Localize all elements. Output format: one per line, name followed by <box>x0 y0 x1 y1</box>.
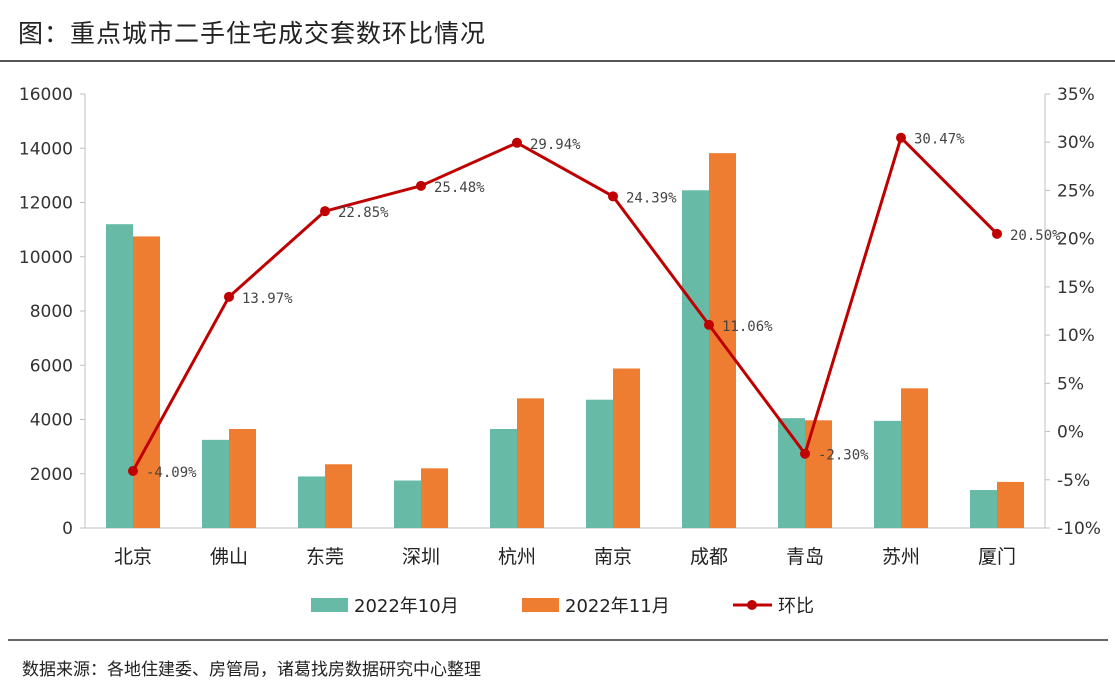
bar-oct <box>202 439 229 528</box>
y-right-tick-label: -10% <box>1057 519 1101 539</box>
x-tick-label: 苏州 <box>882 546 920 568</box>
mom-point <box>224 291 234 302</box>
legend-label-nov: 2022年11月 <box>565 596 670 617</box>
x-tick-label: 深圳 <box>402 546 440 568</box>
x-tick-label: 青岛 <box>786 546 824 568</box>
mom-data-label: 11.06% <box>722 319 773 335</box>
y-right-tick-label: 35% <box>1057 85 1095 105</box>
mom-point <box>992 228 1002 239</box>
bar-oct <box>874 420 901 528</box>
y-right-tick-label: 5% <box>1057 374 1084 394</box>
x-tick-label: 成都 <box>690 546 728 568</box>
mom-point <box>512 137 522 148</box>
y-right-tick-label: -5% <box>1057 471 1090 491</box>
y-left-tick-label: 4000 <box>30 411 73 431</box>
mom-point <box>320 206 330 217</box>
bar-nov <box>997 481 1024 528</box>
chart-title: 图：重点城市二手住宅成交套数环比情况 <box>18 19 487 48</box>
y-left-tick-label: 8000 <box>30 302 73 322</box>
mom-point <box>800 448 810 459</box>
mom-line <box>131 136 999 472</box>
legend-swatch-nov <box>522 598 559 612</box>
x-tick-label: 杭州 <box>498 546 536 568</box>
y-left-tick-label: 6000 <box>30 356 73 376</box>
mom-data-label: 22.85% <box>338 205 389 221</box>
bar-nov <box>421 468 448 528</box>
mom-data-label: 20.50% <box>1010 228 1061 244</box>
y-left-tick-label: 0 <box>62 519 73 539</box>
legend-label-mom: 环比 <box>778 596 814 617</box>
mom-data-label: 13.97% <box>242 291 293 307</box>
y-right-tick-label: 15% <box>1057 278 1095 298</box>
bar-oct <box>490 428 517 528</box>
bar-oct <box>682 190 709 528</box>
chart-legend: 2022年10月 2022年11月 环比 <box>311 596 814 617</box>
y-left-tick-label: 2000 <box>30 465 73 485</box>
bar-series <box>106 153 1024 528</box>
footer-divider <box>8 639 1108 641</box>
bar-nov <box>517 398 544 528</box>
y-right-tick-label: 30% <box>1057 133 1095 153</box>
bar-oct <box>586 399 613 528</box>
y-left-tick-label: 10000 <box>19 248 73 268</box>
combo-chart: 0 2000 4000 6000 8000 10000 12000 14000 16000 -10… <box>19 85 1101 617</box>
source-note: 数据来源：各地住建委、房管局，诸葛找房数据研究中心整理 <box>22 660 481 680</box>
mom-data-label: -2.30% <box>818 448 869 464</box>
mom-point <box>896 132 906 143</box>
y-left-tick-label: 16000 <box>19 85 73 105</box>
y-right-tick-label: 0% <box>1057 423 1084 443</box>
mom-data-label: 25.48% <box>434 180 485 196</box>
y-right-tick-label: 20% <box>1057 230 1095 250</box>
bar-nov <box>229 428 256 528</box>
x-tick-label: 北京 <box>114 546 152 568</box>
mom-point <box>416 180 426 191</box>
bar-oct <box>394 480 421 528</box>
bar-nov <box>133 236 160 528</box>
x-tick-label: 佛山 <box>210 546 248 568</box>
mom-data-label: 29.94% <box>530 137 581 153</box>
legend-label-oct: 2022年10月 <box>354 596 459 617</box>
y-right-tick-label: 10% <box>1057 326 1095 346</box>
mom-point <box>704 319 714 330</box>
mom-data-label: 30.47% <box>914 132 965 148</box>
bar-oct <box>970 490 997 528</box>
legend-swatch-oct <box>311 598 348 612</box>
bar-nov <box>325 464 352 528</box>
line-series <box>128 132 1002 477</box>
x-tick-label: 南京 <box>594 546 632 568</box>
mom-data-label: 24.39% <box>626 190 677 206</box>
chart-axes: 0 2000 4000 6000 8000 10000 12000 14000 16000 -10… <box>19 85 1101 568</box>
data-labels: -4.09% 13.97% 22.85% 25.48% 29.94% 24.39% 11.0… <box>146 132 1061 481</box>
legend-marker-mom <box>747 600 757 610</box>
y-right-tick-label: 25% <box>1057 181 1095 201</box>
mom-point <box>608 191 618 202</box>
mom-data-label: -4.09% <box>146 465 197 481</box>
bar-oct <box>298 476 325 528</box>
mom-point <box>128 466 138 477</box>
x-tick-label: 厦门 <box>978 546 1016 568</box>
title-divider <box>0 60 1115 62</box>
bar-nov <box>613 368 640 528</box>
bar-oct <box>106 224 133 528</box>
bar-nov <box>901 388 928 528</box>
y-left-tick-label: 12000 <box>19 194 73 214</box>
x-tick-label: 东莞 <box>306 546 344 568</box>
y-left-tick-label: 14000 <box>19 139 73 159</box>
